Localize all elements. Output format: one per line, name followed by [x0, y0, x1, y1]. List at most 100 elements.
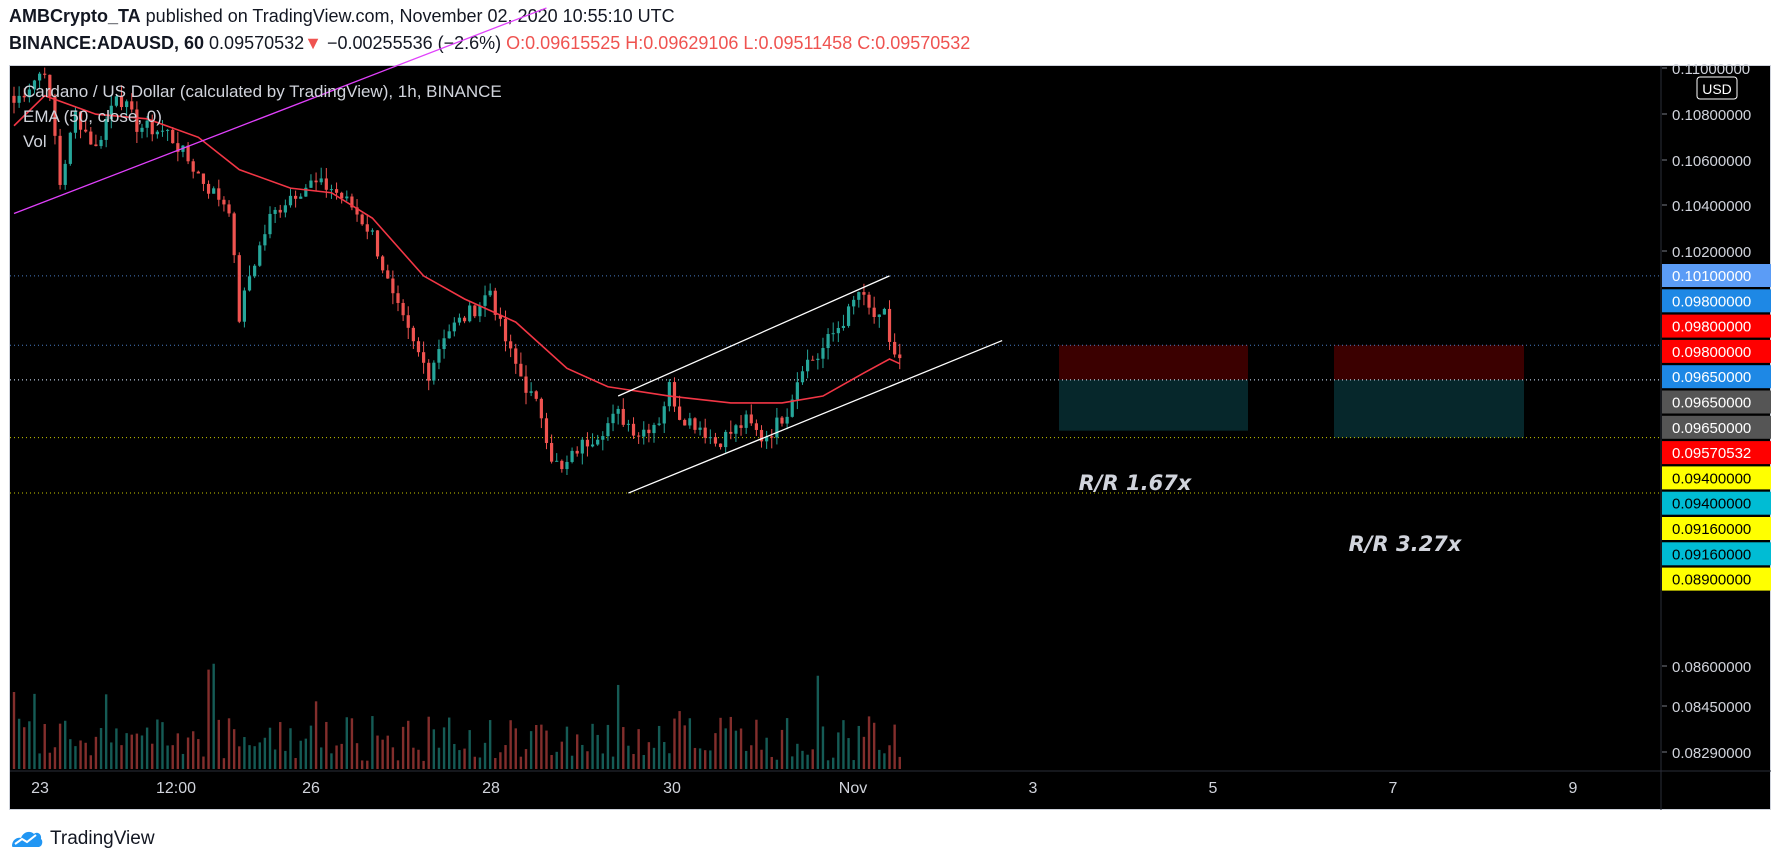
candle-body [509, 341, 513, 349]
candle-body [365, 224, 369, 232]
candle-body [155, 131, 159, 135]
price-tag[interactable] [1662, 289, 1771, 313]
price-tag[interactable] [1662, 567, 1771, 591]
tradingview-logo-icon [12, 831, 43, 847]
stop-loss-zone[interactable] [1334, 345, 1524, 380]
volume-bar [222, 758, 226, 769]
price-tag[interactable] [1662, 517, 1771, 540]
candle-body [206, 183, 211, 194]
volume-bar [780, 729, 784, 769]
author-name[interactable]: AMBCrypto_TA [9, 6, 141, 26]
candle-body [370, 230, 374, 232]
candle-body [585, 439, 590, 447]
candle-body [626, 423, 630, 425]
volume-bar [340, 743, 343, 769]
volume-bar [791, 756, 794, 769]
currency-badge[interactable]: USD [1696, 76, 1738, 100]
volume-bar [89, 755, 92, 769]
channel-upper-line[interactable] [617, 275, 890, 397]
candle-body [27, 89, 31, 98]
volume-bar [120, 745, 123, 769]
currency-label: USD [1702, 81, 1732, 97]
candle-body [432, 362, 436, 381]
volume-bar [166, 745, 169, 769]
volume-bar [519, 756, 523, 769]
candle-body [852, 299, 856, 307]
candle-body [780, 417, 784, 424]
candle-body [488, 290, 492, 296]
y-tick-label: 0.10800000 [1672, 107, 1751, 124]
volume-bar [555, 751, 558, 769]
volume-bar [719, 717, 722, 769]
candle-body [560, 460, 564, 470]
volume-bar [79, 740, 82, 769]
candle-body [53, 96, 57, 136]
candle-body [17, 95, 21, 103]
volume-bar [616, 684, 620, 769]
volume-bar [714, 733, 717, 769]
candle-body [606, 423, 610, 437]
volume-bar [560, 741, 564, 769]
candle-body [452, 322, 456, 332]
volume-bar [627, 745, 630, 769]
risk-reward-label: R/R 3.27x [1349, 532, 1463, 556]
volume-bar [509, 720, 512, 769]
candle-body [345, 196, 349, 199]
price-tag[interactable] [1662, 390, 1771, 414]
candle-body [765, 436, 769, 442]
volume-bar [248, 745, 251, 769]
volume-bar [535, 725, 538, 769]
price-tag[interactable] [1662, 415, 1771, 439]
candle-body [631, 423, 636, 436]
stop-loss-zone[interactable] [1059, 345, 1248, 380]
volume-bar [468, 730, 471, 769]
price-tag[interactable] [1662, 365, 1771, 389]
candle-body [12, 95, 16, 103]
volume-bar [478, 757, 482, 769]
candle-body [652, 424, 656, 434]
y-tick-label: 0.08600000 [1672, 659, 1751, 676]
volume-bar [212, 663, 215, 769]
price-tag[interactable] [1662, 542, 1771, 566]
take-profit-zone[interactable] [1059, 379, 1248, 431]
take-profit-zone[interactable] [1334, 379, 1524, 438]
price-tag[interactable] [1662, 491, 1771, 515]
volume-bar [750, 745, 753, 769]
volume-bar [473, 756, 476, 769]
volume-bar [28, 721, 31, 769]
price-tag[interactable] [1662, 339, 1771, 363]
volume-bar [110, 742, 113, 769]
magenta-trendline[interactable] [13, 7, 547, 215]
candle-body [544, 418, 549, 443]
volume-bar [632, 753, 635, 769]
volume-bar [412, 747, 415, 769]
volume-bar [156, 719, 159, 769]
candle-body [381, 256, 385, 271]
volume-bar [407, 720, 410, 769]
volume-bar [724, 728, 727, 769]
price-tag[interactable] [1662, 264, 1771, 287]
candle-body [99, 139, 103, 147]
volume-bar [775, 759, 779, 769]
price-change: −0.00255536 (−2.6%) [327, 33, 502, 53]
volume-bar [683, 725, 686, 769]
price-tag[interactable] [1662, 314, 1771, 338]
candle-body [304, 187, 308, 197]
ema-line[interactable] [13, 94, 901, 404]
candle-body [263, 234, 267, 246]
price-tag[interactable] [1662, 441, 1771, 465]
candle-body [846, 306, 851, 326]
volume-bar [309, 725, 313, 769]
y-tick-label: 0.11000000 [1672, 61, 1750, 78]
price-tag[interactable] [1662, 466, 1771, 490]
candle-body [375, 230, 380, 257]
candle-body [734, 425, 738, 434]
candle-body [360, 214, 364, 225]
candle-body [258, 245, 262, 266]
volume-bar [663, 742, 666, 769]
volume-bar [217, 719, 220, 769]
volume-bar [320, 747, 323, 769]
footer-brand[interactable]: TradingView [10, 826, 155, 852]
channel-lower-line[interactable] [628, 339, 1003, 494]
